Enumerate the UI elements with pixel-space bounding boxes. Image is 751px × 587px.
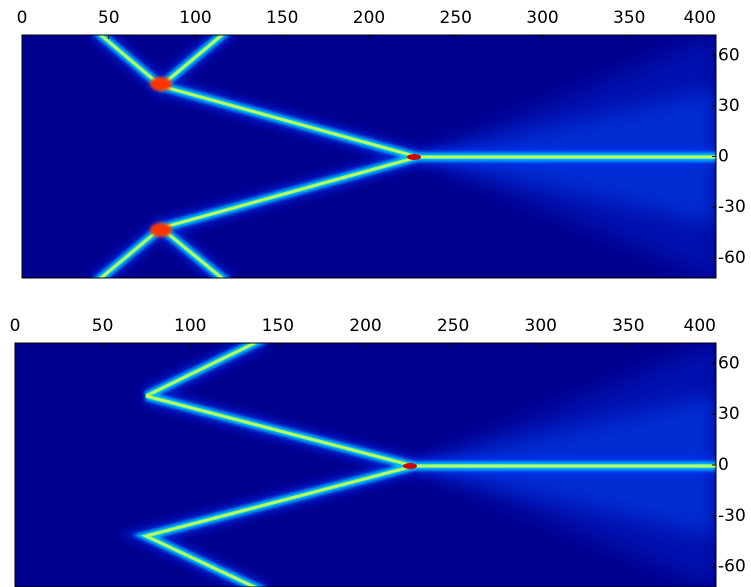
x-tick-label: 100: [174, 316, 206, 336]
y-tick-label: 0: [718, 455, 729, 475]
y-tick-label: -60: [718, 248, 746, 268]
x-tick-label: 50: [92, 316, 114, 336]
heatmap-image: [22, 30, 716, 283]
x-tick-label: 0: [10, 316, 21, 336]
x-tick-label: 150: [266, 8, 298, 28]
x-tick-label: 350: [613, 8, 645, 28]
y-tick-label: -60: [718, 557, 746, 577]
figure: 05010015020025030035040060300-30-6005010…: [0, 0, 751, 587]
x-tick-label: 200: [349, 316, 381, 336]
x-tick-label: 250: [440, 8, 472, 28]
y-tick-label: -30: [718, 197, 746, 217]
x-tick-label: 350: [612, 316, 644, 336]
y-tick-label: 60: [718, 353, 740, 373]
x-tick-label: 200: [353, 8, 385, 28]
x-tick-label: 400: [684, 8, 716, 28]
x-tick-label: 300: [526, 8, 558, 28]
x-tick-label: 100: [179, 8, 211, 28]
x-tick-label: 250: [437, 316, 469, 336]
y-tick-label: 30: [718, 404, 740, 424]
y-tick-label: -30: [718, 506, 746, 526]
y-tick-label: 0: [718, 147, 729, 167]
x-tick-label: 150: [262, 316, 294, 336]
y-tick-label: 30: [718, 96, 740, 116]
x-tick-label: 400: [684, 316, 716, 336]
x-tick-label: 0: [17, 8, 28, 28]
y-tick-label: 60: [718, 45, 740, 65]
x-tick-label: 50: [98, 8, 120, 28]
heatmap-image: [15, 338, 716, 587]
x-tick-label: 300: [525, 316, 557, 336]
